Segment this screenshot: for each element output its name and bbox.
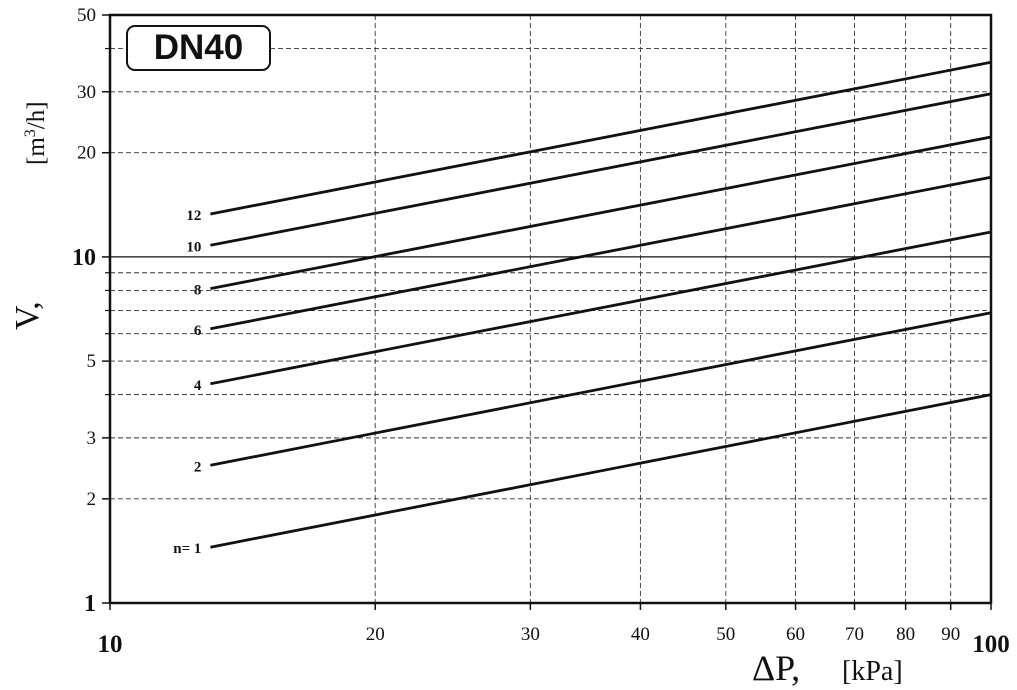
y-tick-label: 5 [87,351,97,372]
x-tick-label: 100 [972,631,1010,658]
series-line [210,135,992,290]
y-axis-label: V, [9,301,46,330]
series-line [210,230,992,386]
x-tick-label: 60 [786,624,805,645]
series-line [210,92,992,247]
y-tick-label: 2 [87,489,97,510]
y-axis-unit-text: [m3/h] [22,101,50,165]
x-tick-label: 30 [521,624,540,645]
x-tick-label: 40 [631,624,650,645]
series-label: 8 [194,283,202,299]
series-label: 4 [194,378,202,394]
x-axis-ticks: 10 20 30 40 50 60 70 80 90 100 [98,603,1010,658]
chart-title-badge: DN40 [126,25,271,71]
y-tick-label: 50 [77,5,96,26]
series-label: n= 1 [173,541,201,557]
y-tick-label: 10 [72,245,96,271]
series-line [210,393,992,549]
series-line [210,311,992,467]
x-tick-label: 90 [941,624,960,645]
series-line [210,175,992,331]
x-axis-label: ΔP, [752,648,800,688]
x-tick-label: 50 [716,624,735,645]
y-axis-ticks: 1 2 3 5 10 20 30 50 [72,5,110,617]
x-tick-label: 70 [845,624,864,645]
y-axis-unit: [m3/h] [22,101,50,165]
series-label: 12 [186,208,201,224]
x-tick-label: 20 [366,624,385,645]
x-tick-label: 10 [98,631,123,658]
grid [110,15,991,603]
plot-frame [108,13,993,605]
x-axis-unit: [kPa] [842,656,903,687]
series-line [210,60,992,216]
y-tick-label: 20 [77,143,96,164]
y-axis-label-text: V, [9,301,46,330]
y-tick-label: 30 [77,82,96,103]
y-tick-label: 3 [87,428,97,449]
x-tick-label: 80 [896,624,915,645]
series-lines [210,60,992,549]
y-tick-label: 1 [84,591,96,617]
series-label: 6 [194,323,202,339]
series-label: 2 [194,459,202,475]
series-label: 10 [186,239,201,255]
chart-title: DN40 [153,28,244,67]
series-labels: n= 1 2 4 6 8 10 12 [173,208,202,557]
